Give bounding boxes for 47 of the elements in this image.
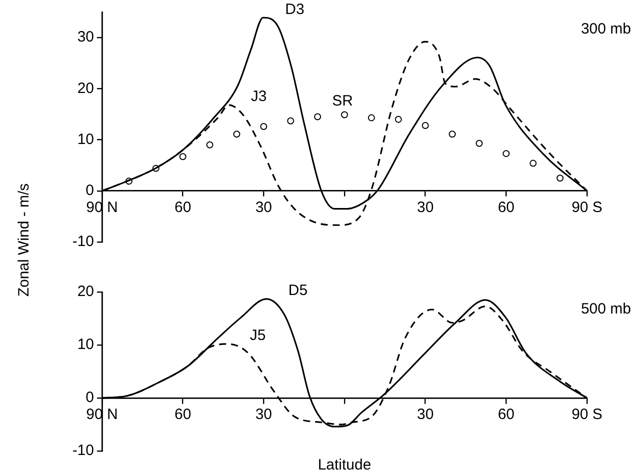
x-tick-label: 90 N: [86, 406, 118, 424]
y-tick-label: 0: [86, 182, 94, 200]
point: [341, 111, 348, 118]
point: [530, 160, 537, 167]
series-label: D5: [288, 282, 308, 300]
y-tick-label: 30: [77, 28, 94, 46]
x-tick-label: 30: [416, 406, 434, 424]
point: [422, 122, 429, 129]
point: [476, 140, 483, 147]
annotation: 500 mb: [580, 300, 631, 318]
point: [260, 122, 268, 130]
series-label: D3: [285, 0, 304, 18]
point: [287, 117, 294, 124]
series-label: SR: [332, 92, 354, 110]
y-tick-label: 10: [77, 336, 94, 354]
x-tick-label: 90 N: [86, 199, 118, 216]
x-tick-label: 30: [255, 406, 272, 424]
x-tick-label: 60: [174, 406, 192, 424]
x-tick-label: 30: [416, 199, 434, 216]
x-axis-title: Latitude: [318, 456, 372, 474]
point: [368, 114, 375, 122]
y-tick-label: 0: [86, 389, 94, 406]
x-tick-label: 90 S: [572, 406, 602, 424]
point: [556, 174, 564, 182]
series-label: J5: [250, 327, 266, 344]
y-tick-label: 10: [77, 130, 94, 148]
series-label: J3: [250, 88, 267, 106]
x-tick-label: 90 S: [572, 199, 602, 216]
point: [152, 164, 160, 172]
point: [314, 113, 322, 120]
annotation: 300 mb: [580, 20, 631, 38]
x-tick-label: 60: [174, 199, 192, 216]
y-tick-label: -10: [72, 233, 94, 250]
point: [206, 141, 214, 148]
point: [502, 150, 510, 158]
point: [233, 130, 240, 138]
x-tick-label: 30: [255, 199, 272, 216]
y-tick-label: 20: [77, 283, 94, 300]
x-tick-label: 60: [498, 406, 515, 424]
x-tick-label: 60: [498, 199, 515, 216]
point: [179, 153, 186, 160]
point: [448, 130, 456, 138]
y-tick-label: -10: [72, 442, 94, 460]
y-tick-label: 20: [77, 80, 94, 97]
point: [125, 178, 132, 185]
y-axis-title: Zonal Wind - m/s: [16, 183, 32, 297]
point: [394, 116, 402, 123]
